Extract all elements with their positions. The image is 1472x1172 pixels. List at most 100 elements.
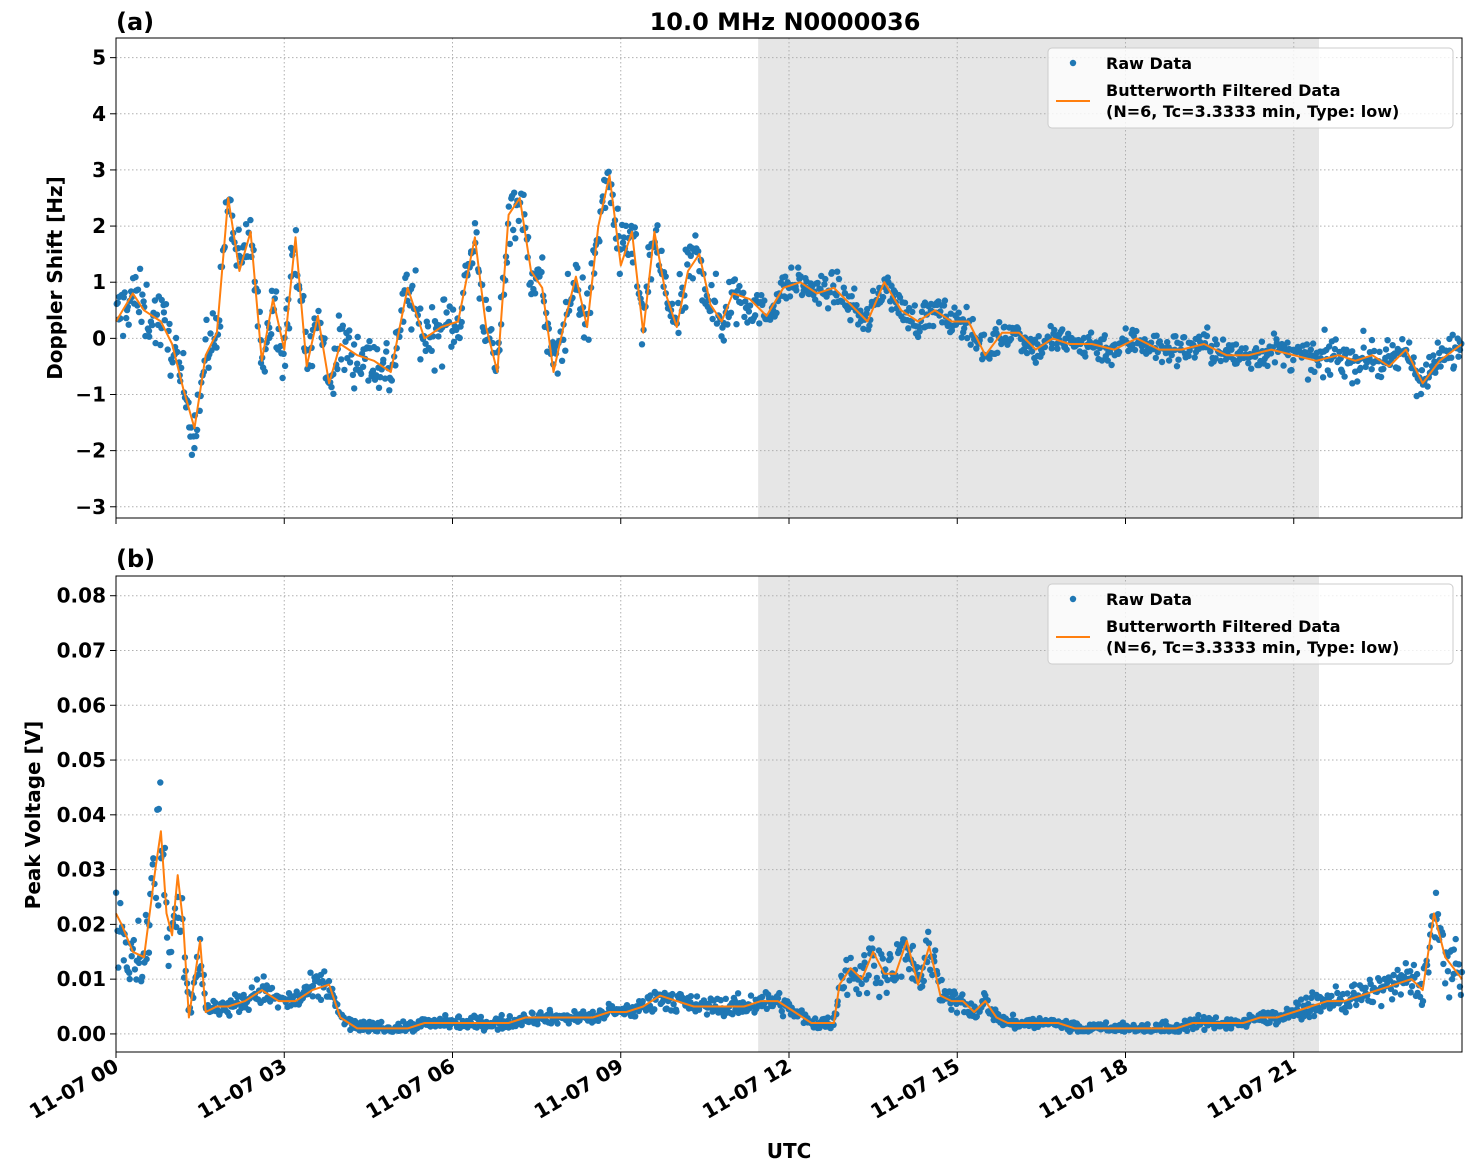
raw-data-point <box>1341 373 1348 380</box>
raw-data-point <box>412 267 419 274</box>
raw-data-point <box>860 325 867 332</box>
y-tick-label: 4 <box>92 102 106 126</box>
raw-data-point <box>480 328 488 335</box>
raw-data-point <box>1410 961 1418 969</box>
raw-data-point <box>616 270 623 278</box>
raw-data-point <box>328 383 335 391</box>
raw-data-point <box>955 309 962 316</box>
raw-data-point <box>1063 346 1070 353</box>
raw-data-point <box>830 282 837 289</box>
y-tick-label: 2 <box>92 214 106 238</box>
raw-data-point <box>720 337 727 344</box>
raw-data-point <box>152 894 160 902</box>
raw-data-point <box>1207 348 1214 355</box>
raw-data-point <box>341 366 348 374</box>
raw-data-point <box>1307 346 1315 353</box>
raw-data-point <box>554 1020 561 1027</box>
raw-data-point <box>308 362 316 370</box>
raw-data-point <box>126 969 133 976</box>
y-tick-label: 1 <box>92 270 106 294</box>
raw-data-point <box>914 964 921 971</box>
x-tick-label: 11-07 18 <box>1034 1054 1132 1124</box>
raw-data-point <box>722 995 729 1002</box>
raw-data-point <box>157 779 164 786</box>
y-tick-label: −2 <box>75 439 106 463</box>
raw-data-point <box>828 269 836 276</box>
raw-data-point <box>162 301 170 308</box>
raw-data-point <box>191 444 198 452</box>
raw-data-point <box>388 377 395 384</box>
raw-data-point <box>1455 353 1462 360</box>
raw-data-point <box>915 323 923 330</box>
raw-data-point <box>1437 363 1444 370</box>
raw-data-point <box>274 1004 282 1011</box>
raw-data-point <box>1158 358 1166 366</box>
raw-data-point <box>815 300 823 307</box>
raw-data-point <box>675 299 682 307</box>
raw-data-point <box>330 390 337 397</box>
raw-data-point <box>383 348 390 355</box>
raw-data-point <box>188 424 195 431</box>
raw-data-point <box>1417 390 1425 398</box>
raw-data-point <box>309 982 317 990</box>
raw-data-point <box>662 273 669 280</box>
raw-data-point <box>510 226 517 234</box>
raw-data-point <box>1388 996 1396 1003</box>
raw-data-point <box>1382 346 1390 353</box>
raw-data-point <box>1212 355 1219 362</box>
raw-data-point <box>675 329 682 337</box>
raw-data-point <box>608 1003 616 1010</box>
raw-data-point <box>128 953 135 960</box>
y-tick-label: 0 <box>92 326 106 350</box>
raw-data-point <box>1034 341 1041 348</box>
raw-data-point <box>834 268 841 275</box>
raw-data-point <box>1349 348 1356 355</box>
raw-data-point <box>980 331 988 338</box>
raw-data-point <box>213 344 220 351</box>
raw-data-point <box>1098 357 1106 364</box>
raw-data-point <box>1093 350 1101 357</box>
raw-data-point <box>512 235 519 242</box>
y-tick-label: 0.04 <box>57 803 106 827</box>
raw-data-point <box>758 993 766 1001</box>
raw-data-point <box>870 962 878 969</box>
raw-data-point <box>471 220 479 227</box>
raw-data-point <box>1242 345 1249 352</box>
raw-data-point <box>692 232 699 239</box>
raw-data-point <box>717 997 724 1004</box>
raw-data-point <box>1152 354 1160 362</box>
raw-data-point <box>537 1009 544 1016</box>
raw-data-point <box>727 309 735 316</box>
raw-data-point <box>1165 357 1173 364</box>
raw-data-point <box>350 341 358 348</box>
raw-data-point <box>861 959 868 966</box>
raw-data-point <box>325 977 333 985</box>
raw-data-point <box>476 295 483 302</box>
raw-data-point <box>438 363 446 370</box>
raw-data-point <box>1407 968 1414 975</box>
raw-data-point <box>272 288 280 295</box>
raw-data-point <box>217 323 224 330</box>
raw-data-point <box>152 339 159 347</box>
panel-b-label: (b) <box>116 545 155 573</box>
raw-data-point <box>1430 352 1437 359</box>
raw-data-point <box>647 992 654 999</box>
raw-data-point <box>941 297 949 304</box>
raw-data-point <box>196 935 204 943</box>
raw-data-point <box>888 306 895 313</box>
raw-data-point <box>879 955 886 962</box>
raw-data-point <box>887 954 894 962</box>
raw-data-point <box>193 426 201 434</box>
raw-data-point <box>143 281 150 288</box>
y-tick-label: 3 <box>92 158 106 182</box>
raw-data-point <box>1449 331 1456 338</box>
raw-data-point <box>226 1012 233 1019</box>
raw-data-point <box>1175 356 1182 363</box>
panel-a-ylabel: Doppler Shift [Hz] <box>43 176 67 380</box>
raw-data-point <box>281 362 289 370</box>
raw-data-point <box>1102 1019 1110 1026</box>
raw-data-point <box>1035 333 1042 340</box>
raw-data-point <box>534 1020 541 1028</box>
raw-data-point <box>1327 371 1334 378</box>
raw-data-point <box>651 1006 658 1013</box>
